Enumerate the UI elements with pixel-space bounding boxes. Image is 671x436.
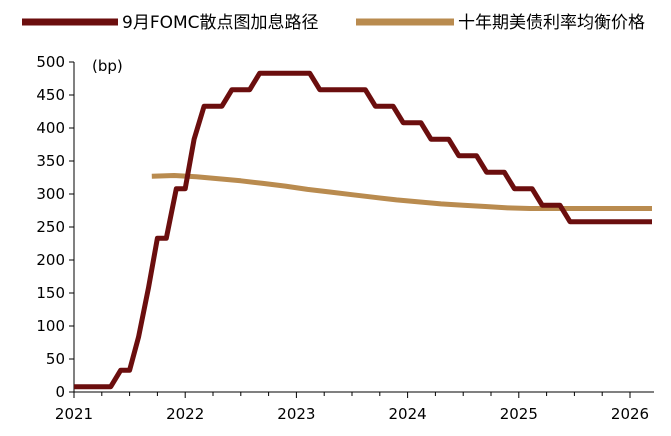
y-tick-label: 150 [36,284,65,302]
legend-label-fomc: 9月FOMC散点图加息路径 [122,13,319,33]
legend: 9月FOMC散点图加息路径 十年期美债利率均衡价格 [22,13,645,33]
y-tick-label: 0 [55,383,65,401]
x-tick-label: 2026 [611,405,649,423]
y-tick-label: 50 [46,350,65,368]
y-tick-label: 350 [36,152,65,170]
legend-label-treasury: 十年期美债利率均衡价格 [458,13,645,33]
x-tick-label: 2021 [55,405,93,423]
y-tick-label: 200 [36,251,65,269]
x-ticks: 2021 2022 2023 2024 2025 2026 [55,392,649,423]
y-ticks: 0 50 100 150 200 250 300 350 400 450 500 [36,53,74,401]
x-tick-label: 2024 [389,405,427,423]
series-layer [74,70,652,390]
y-tick-label: 400 [36,119,65,137]
y-unit-label: (bp) [92,57,123,75]
y-tick-label: 250 [36,218,65,236]
series-line-treasury [151,173,652,211]
y-tick-label: 300 [36,185,65,203]
x-tick-label: 2025 [500,405,538,423]
x-tick-label: 2022 [166,405,204,423]
y-tick-label: 500 [36,53,65,71]
x-tick-label: 2023 [277,405,315,423]
series-line-fomc [74,70,652,390]
y-tick-label: 450 [36,86,65,104]
y-tick-label: 100 [36,317,65,335]
